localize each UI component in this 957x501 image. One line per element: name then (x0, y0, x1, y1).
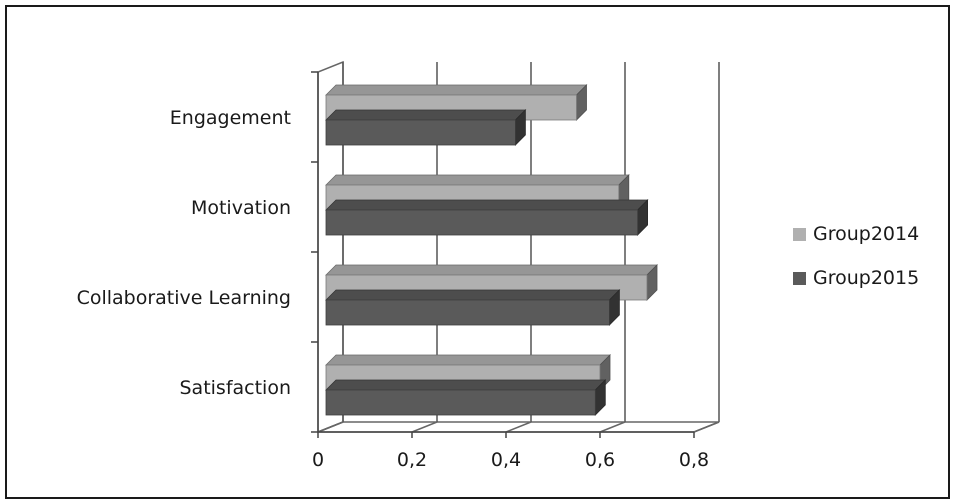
bars (325, 84, 658, 416)
axes (311, 71, 695, 438)
bar (325, 299, 610, 326)
legend-swatch (793, 228, 806, 241)
x-tick-label: 0 (312, 449, 324, 471)
bar-top (325, 109, 527, 121)
bar-top (325, 354, 611, 366)
floor-gridline (317, 421, 344, 433)
bar-top (325, 84, 588, 96)
bar-top (325, 379, 607, 391)
floor-gridline (411, 421, 438, 433)
x-tick-label: 0,2 (397, 449, 427, 471)
legend-swatch (793, 272, 806, 285)
x-tick-label: 0,8 (679, 449, 709, 471)
x-tick-label: 0,6 (585, 449, 615, 471)
labels: 0 0,2 0,4 0,6 0,8 Engagement Motivation Collabo… (77, 107, 710, 471)
category-label: Engagement (170, 107, 291, 129)
floor-gridline (599, 421, 626, 433)
category-label: Collaborative Learning (77, 287, 291, 309)
floor-gridline (693, 421, 720, 433)
bar (325, 119, 516, 146)
category-label: Satisfaction (179, 377, 291, 399)
category-label: Motivation (191, 197, 291, 219)
floor-gridline (505, 421, 532, 433)
bar-top (325, 174, 630, 186)
bar-top (325, 199, 649, 211)
legend-label: Group2014 (813, 223, 919, 245)
legend: Group2014 Group2015 (793, 223, 919, 289)
bar (325, 389, 596, 416)
bar-top (325, 289, 621, 301)
x-tick-label: 0,4 (491, 449, 521, 471)
bar-top (325, 264, 658, 276)
legend-label: Group2015 (813, 267, 919, 289)
bar (325, 209, 639, 236)
